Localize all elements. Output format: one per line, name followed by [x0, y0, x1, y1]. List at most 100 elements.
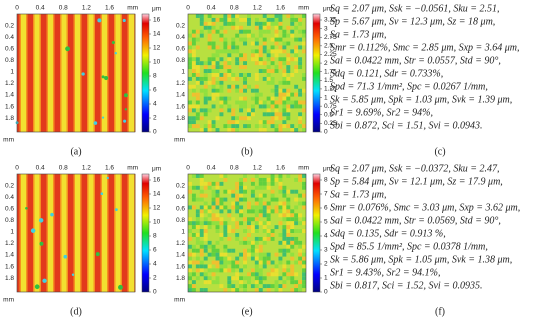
noise-cell	[219, 84, 224, 89]
noise-cell	[243, 29, 247, 34]
noise-cell	[215, 213, 220, 218]
noise-cell	[219, 100, 224, 105]
noise-cell	[274, 205, 279, 210]
noise-cell	[298, 88, 303, 93]
stripe	[102, 174, 107, 292]
noise-cell	[195, 69, 200, 73]
speck	[106, 176, 109, 180]
noise-cell	[188, 284, 192, 289]
x-unit: mm	[127, 5, 138, 12]
noise-cell	[235, 181, 240, 186]
noise-cell	[298, 177, 303, 182]
colorbar-tick-label: 16	[153, 17, 161, 24]
noise-cell	[188, 104, 192, 109]
noise-cell	[207, 181, 212, 186]
caption: (a)	[70, 146, 81, 157]
noise-cell	[207, 14, 212, 18]
noise-cell	[290, 288, 295, 292]
noise-cell	[302, 193, 306, 198]
parameter-line: Sal = 0.0422 mm, Str = 0.0557, Std = 90°…	[330, 55, 501, 66]
y-unit: mm	[3, 297, 14, 304]
noise-cell	[302, 252, 306, 257]
parameter-list: Sq = 2.07 μm, Ssk = −0.0372, Sku = 2.47,…	[330, 163, 520, 317]
noise-cell	[215, 185, 220, 190]
noise-cell	[227, 225, 232, 230]
noise-cell	[191, 197, 196, 202]
noise-cell	[235, 260, 240, 265]
map-frame	[16, 13, 136, 133]
noise-cell	[247, 221, 251, 226]
noise-cell	[286, 25, 291, 30]
noise-cell	[274, 209, 279, 214]
noise-cell	[223, 256, 228, 261]
colorbar-unit: μm	[152, 166, 161, 173]
noise-cell	[239, 209, 244, 214]
noise-cell	[231, 189, 236, 194]
noise-cell	[227, 53, 232, 58]
noise-cell	[266, 217, 271, 222]
noise-cell	[282, 205, 287, 210]
colorbar-tick-label: 3	[324, 247, 328, 254]
noise-cell	[290, 229, 295, 233]
noise-cell	[203, 193, 208, 198]
y-tick-label: 0.4	[5, 34, 14, 41]
noise-cell	[266, 272, 271, 277]
noise-cell	[298, 244, 303, 249]
noise-cell	[270, 209, 275, 214]
noise-cell	[298, 193, 303, 198]
noise-cell	[278, 49, 283, 54]
colorbar-tick-label: 0	[324, 129, 328, 136]
noise-cell	[254, 41, 259, 46]
stripe	[34, 14, 40, 132]
noise-cell	[191, 248, 196, 253]
noise-cell	[250, 96, 255, 101]
noise-cell	[188, 53, 192, 58]
noise-cell	[231, 284, 236, 289]
noise-cell	[270, 69, 275, 73]
noise-cell	[270, 88, 275, 93]
noise-cell	[282, 108, 287, 113]
speck	[101, 116, 105, 119]
noise-cell	[188, 244, 192, 249]
noise-cell	[294, 260, 299, 265]
noise-cell	[290, 73, 295, 77]
noise-cell	[282, 88, 287, 93]
noise-cell	[282, 104, 287, 109]
noise-cell	[298, 201, 303, 206]
speck	[124, 108, 128, 111]
noise-cell	[294, 197, 299, 202]
noise-cell	[274, 53, 279, 58]
noise-cell	[211, 29, 216, 34]
noise-cell	[262, 112, 267, 117]
speck	[42, 278, 47, 283]
speck	[71, 273, 75, 276]
x-tick-label: 0.4	[36, 165, 45, 172]
colorbar-tick-label: 1.5	[324, 77, 333, 84]
noise-cell	[274, 92, 279, 97]
noise-cell	[223, 124, 228, 129]
noise-cell	[290, 213, 295, 218]
noise-cell	[219, 174, 224, 178]
noise-cell	[266, 205, 271, 210]
noise-cell	[231, 260, 236, 265]
noise-cell	[188, 116, 192, 121]
stripe	[61, 174, 67, 292]
y-unit: mm	[174, 137, 185, 144]
noise-cell	[282, 100, 287, 105]
noise-cell	[294, 53, 299, 58]
noise-cell	[195, 233, 200, 237]
noise-cell	[215, 29, 220, 34]
noise-cell	[282, 189, 287, 194]
noise-cell	[191, 49, 196, 54]
speck	[63, 254, 68, 259]
noise-cell	[219, 201, 224, 206]
noise-cell	[298, 260, 303, 265]
noise-cell	[199, 240, 204, 245]
noise-cell	[247, 280, 251, 285]
noise-cell	[235, 236, 240, 241]
stripe	[48, 174, 53, 292]
noise-cell	[254, 84, 259, 89]
noise-cell	[243, 248, 247, 253]
height-map-panel: 0 0.4 0.8 1.2 1.6 mm 0.2 0.4 0.6 0.8 1 1.2 1.4 1.6 1.8…	[3, 165, 161, 318]
noise-cell	[274, 33, 279, 38]
